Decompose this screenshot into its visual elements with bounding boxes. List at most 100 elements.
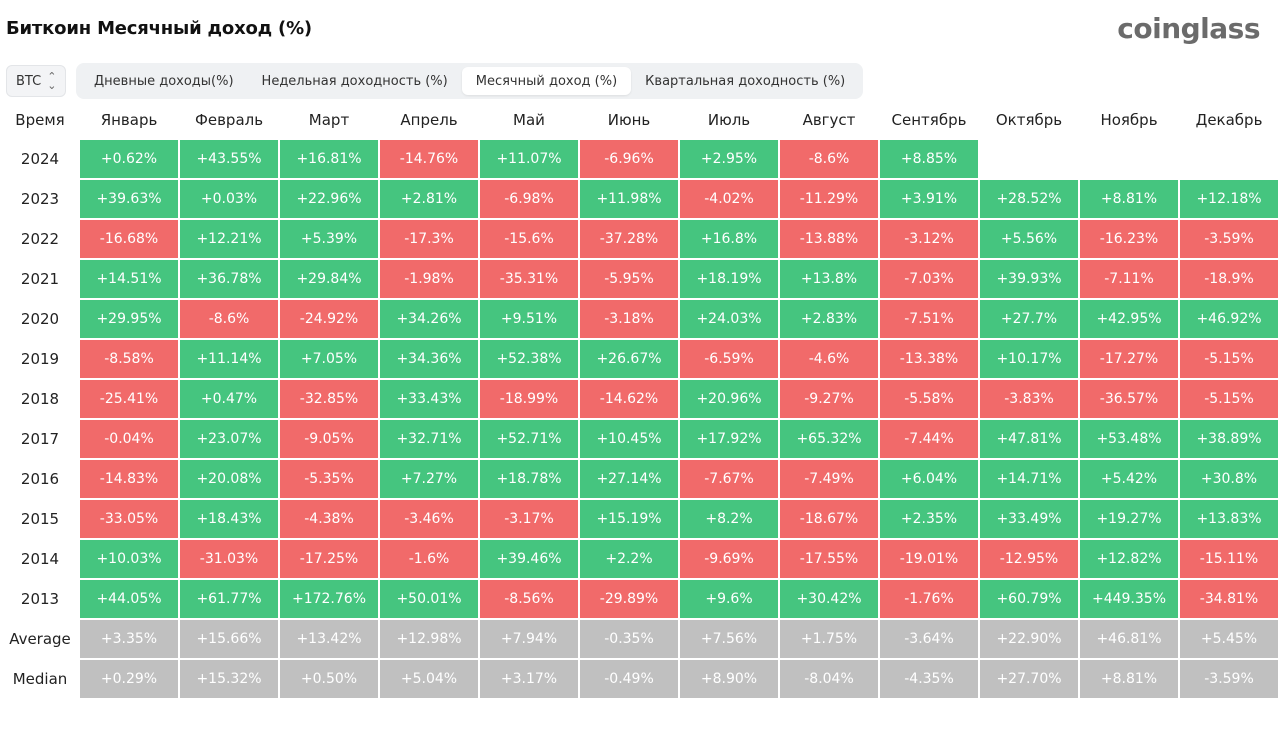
return-cell[interactable]: +2.83% xyxy=(780,300,878,338)
return-cell[interactable]: +52.38% xyxy=(480,340,578,378)
return-cell[interactable]: +24.03% xyxy=(680,300,778,338)
return-cell[interactable]: -32.85% xyxy=(280,380,378,418)
return-cell[interactable]: -9.05% xyxy=(280,420,378,458)
return-cell[interactable]: -4.02% xyxy=(680,180,778,218)
return-cell[interactable]: +2.81% xyxy=(380,180,478,218)
return-cell[interactable]: -14.83% xyxy=(80,460,178,498)
return-cell[interactable]: +32.71% xyxy=(380,420,478,458)
tab-daily[interactable]: Дневные доходы(%) xyxy=(94,73,234,89)
return-cell[interactable]: -4.38% xyxy=(280,500,378,538)
return-cell[interactable]: -0.49% xyxy=(580,660,678,698)
return-cell[interactable]: -29.89% xyxy=(580,580,678,618)
return-cell[interactable]: -1.98% xyxy=(380,260,478,298)
return-cell[interactable]: +53.48% xyxy=(1080,420,1178,458)
return-cell[interactable]: +34.26% xyxy=(380,300,478,338)
return-cell[interactable]: -37.28% xyxy=(580,220,678,258)
return-cell[interactable]: +0.03% xyxy=(180,180,278,218)
return-cell[interactable]: +26.67% xyxy=(580,340,678,378)
return-cell[interactable]: -17.55% xyxy=(780,540,878,578)
return-cell[interactable]: -8.6% xyxy=(180,300,278,338)
return-cell[interactable]: +28.52% xyxy=(980,180,1078,218)
return-cell[interactable]: +449.35% xyxy=(1080,580,1178,618)
return-cell[interactable]: -4.6% xyxy=(780,340,878,378)
return-cell[interactable]: -9.27% xyxy=(780,380,878,418)
return-cell[interactable]: +8.90% xyxy=(680,660,778,698)
return-cell[interactable]: +8.81% xyxy=(1080,180,1178,218)
return-cell[interactable]: -3.18% xyxy=(580,300,678,338)
return-cell[interactable]: +0.47% xyxy=(180,380,278,418)
return-cell[interactable]: -6.98% xyxy=(480,180,578,218)
return-cell[interactable]: +29.95% xyxy=(80,300,178,338)
return-cell[interactable]: +8.81% xyxy=(1080,660,1178,698)
return-cell[interactable]: -5.58% xyxy=(880,380,978,418)
brand-logo[interactable]: coinglass xyxy=(1117,12,1260,45)
return-cell[interactable]: +5.45% xyxy=(1180,620,1278,658)
return-cell[interactable]: +43.55% xyxy=(180,140,278,178)
return-cell[interactable]: +7.94% xyxy=(480,620,578,658)
return-cell[interactable]: +18.43% xyxy=(180,500,278,538)
return-cell[interactable]: -17.3% xyxy=(380,220,478,258)
return-cell[interactable]: +44.05% xyxy=(80,580,178,618)
return-cell[interactable]: -12.95% xyxy=(980,540,1078,578)
return-cell[interactable]: +6.04% xyxy=(880,460,978,498)
return-cell[interactable]: +14.71% xyxy=(980,460,1078,498)
coin-select[interactable]: BTC ⌃ ⌄ xyxy=(6,65,66,97)
return-cell[interactable]: -15.11% xyxy=(1180,540,1278,578)
return-cell[interactable]: -5.15% xyxy=(1180,380,1278,418)
return-cell[interactable]: -5.95% xyxy=(580,260,678,298)
return-cell[interactable]: +30.8% xyxy=(1180,460,1278,498)
return-cell[interactable]: +38.89% xyxy=(1180,420,1278,458)
return-cell[interactable]: +23.07% xyxy=(180,420,278,458)
return-cell[interactable]: -8.58% xyxy=(80,340,178,378)
return-cell[interactable]: -18.67% xyxy=(780,500,878,538)
return-cell[interactable]: -5.15% xyxy=(1180,340,1278,378)
return-cell[interactable]: +15.32% xyxy=(180,660,278,698)
return-cell[interactable]: -6.59% xyxy=(680,340,778,378)
return-cell[interactable]: +3.17% xyxy=(480,660,578,698)
return-cell[interactable]: -4.35% xyxy=(880,660,978,698)
return-cell[interactable]: -7.49% xyxy=(780,460,878,498)
return-cell[interactable]: +22.96% xyxy=(280,180,378,218)
return-cell[interactable]: +2.35% xyxy=(880,500,978,538)
return-cell[interactable]: +20.96% xyxy=(680,380,778,418)
return-cell[interactable]: -3.59% xyxy=(1180,220,1278,258)
tab-quarterly[interactable]: Квартальная доходность (%) xyxy=(645,73,846,89)
return-cell[interactable]: +14.51% xyxy=(80,260,178,298)
return-cell[interactable]: +172.76% xyxy=(280,580,378,618)
return-cell[interactable]: +19.27% xyxy=(1080,500,1178,538)
return-cell[interactable]: -18.9% xyxy=(1180,260,1278,298)
return-cell[interactable]: -7.03% xyxy=(880,260,978,298)
return-cell[interactable]: +10.03% xyxy=(80,540,178,578)
return-cell[interactable]: -34.81% xyxy=(1180,580,1278,618)
return-cell[interactable]: +1.75% xyxy=(780,620,878,658)
return-cell[interactable]: +46.81% xyxy=(1080,620,1178,658)
return-cell[interactable]: +5.42% xyxy=(1080,460,1178,498)
return-cell[interactable]: +10.17% xyxy=(980,340,1078,378)
return-cell[interactable]: -1.76% xyxy=(880,580,978,618)
return-cell[interactable]: +3.91% xyxy=(880,180,978,218)
return-cell[interactable]: -17.27% xyxy=(1080,340,1178,378)
return-cell[interactable]: -33.05% xyxy=(80,500,178,538)
return-cell[interactable]: +16.8% xyxy=(680,220,778,258)
return-cell[interactable]: +33.43% xyxy=(380,380,478,418)
return-cell[interactable]: -6.96% xyxy=(580,140,678,178)
return-cell[interactable]: -13.38% xyxy=(880,340,978,378)
return-cell[interactable]: +0.50% xyxy=(280,660,378,698)
return-cell[interactable]: +20.08% xyxy=(180,460,278,498)
return-cell[interactable]: +27.7% xyxy=(980,300,1078,338)
return-cell[interactable]: +13.8% xyxy=(780,260,878,298)
return-cell[interactable]: -14.62% xyxy=(580,380,678,418)
return-cell[interactable]: -11.29% xyxy=(780,180,878,218)
return-cell[interactable]: +42.95% xyxy=(1080,300,1178,338)
return-cell[interactable]: -16.23% xyxy=(1080,220,1178,258)
return-cell[interactable]: +33.49% xyxy=(980,500,1078,538)
return-cell[interactable]: +8.85% xyxy=(880,140,978,178)
return-cell[interactable]: +12.21% xyxy=(180,220,278,258)
return-cell[interactable]: +65.32% xyxy=(780,420,878,458)
return-cell[interactable]: +36.78% xyxy=(180,260,278,298)
tab-weekly[interactable]: Недельная доходность (%) xyxy=(261,73,448,89)
return-cell[interactable]: +22.90% xyxy=(980,620,1078,658)
return-cell[interactable]: +9.51% xyxy=(480,300,578,338)
return-cell[interactable]: -3.17% xyxy=(480,500,578,538)
return-cell[interactable]: +61.77% xyxy=(180,580,278,618)
